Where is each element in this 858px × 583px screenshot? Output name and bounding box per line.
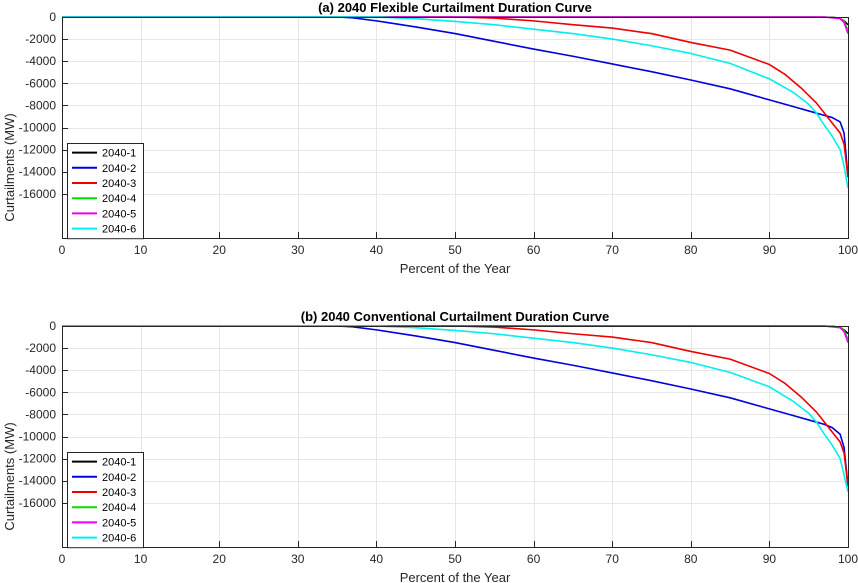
x-tick-label: 30 <box>291 552 305 566</box>
x-tick-label: 10 <box>134 243 148 257</box>
y-tick-label: -10000 <box>19 121 57 135</box>
y-tick-label: -6000 <box>25 76 56 90</box>
series-line-2040-3 <box>62 325 849 487</box>
x-tick-label: 40 <box>370 243 384 257</box>
x-tick-label: 60 <box>527 243 541 257</box>
x-tick-label: 60 <box>527 552 541 566</box>
legend-label: 2040-1 <box>102 457 136 469</box>
y-tick-label: -12000 <box>19 143 57 157</box>
x-tick-label: 20 <box>213 552 227 566</box>
legend-label: 2040-4 <box>102 193 136 205</box>
x-tick-label: 100 <box>838 243 858 257</box>
x-tick-label: 0 <box>59 243 66 257</box>
y-tick-label: -14000 <box>19 474 57 488</box>
series-line-2040-2 <box>62 16 849 178</box>
series-line-2040-6 <box>62 16 849 189</box>
legend-label: 2040-1 <box>102 148 136 160</box>
x-tick-label: 90 <box>763 243 777 257</box>
x-tick-label: 70 <box>606 243 620 257</box>
y-tick-label: -2000 <box>25 341 56 355</box>
x-tick-label: 0 <box>59 552 66 566</box>
legend-box <box>67 452 144 549</box>
y-tick-label: -4000 <box>25 54 56 68</box>
legend-label: 2040-5 <box>102 208 136 220</box>
x-tick-label: 50 <box>448 552 462 566</box>
y-tick-label: -6000 <box>25 385 56 399</box>
legend-label: 2040-2 <box>102 163 136 175</box>
legend-label: 2040-3 <box>102 178 136 190</box>
x-tick-label: 50 <box>448 243 462 257</box>
y-tick-label: -2000 <box>25 32 56 46</box>
legend-label: 2040-4 <box>102 502 136 514</box>
y-tick-label: -16000 <box>19 187 57 201</box>
y-axis-label: Curtailments (MW) <box>2 422 17 530</box>
chart-title: (b) 2040 Conventional Curtailment Durati… <box>301 309 609 324</box>
y-tick-label: -16000 <box>19 496 57 510</box>
y-tick-label: 0 <box>49 10 56 24</box>
chart-panel-a: 0 10 20 30 40 50 60 70 80 90 100 0 -2000 -4000 -6000 -8… <box>2 0 858 276</box>
x-tick-label: 70 <box>606 552 620 566</box>
y-tick-label: -12000 <box>19 452 57 466</box>
x-tick-label: 10 <box>134 552 148 566</box>
legend-label: 2040-6 <box>102 224 136 236</box>
legend-label: 2040-2 <box>102 472 136 484</box>
series-line-2040-6 <box>62 325 849 492</box>
legend-box <box>67 143 144 240</box>
x-axis-label: Percent of the Year <box>400 261 511 276</box>
legend: 2040-1 2040-2 2040-3 2040-4 2040-5 2040-6 <box>67 452 144 549</box>
y-tick-label: -8000 <box>25 98 56 112</box>
x-axis-label: Percent of the Year <box>400 570 511 583</box>
legend-label: 2040-6 <box>102 533 136 545</box>
y-tick-label: -8000 <box>25 407 56 421</box>
y-tick-label: -14000 <box>19 165 57 179</box>
y-tick-label: -4000 <box>25 363 56 377</box>
x-tick-label: 20 <box>213 243 227 257</box>
legend-label: 2040-5 <box>102 517 136 529</box>
x-tick-label: 80 <box>684 243 698 257</box>
x-tick-label: 100 <box>838 552 858 566</box>
x-tick-label: 90 <box>763 552 777 566</box>
x-tick-label: 80 <box>684 552 698 566</box>
series-line-2040-2 <box>62 325 849 487</box>
y-tick-label: -10000 <box>19 430 57 444</box>
y-tick-label: 0 <box>49 319 56 333</box>
series-line-2040-3 <box>62 16 849 178</box>
legend: 2040-1 2040-2 2040-3 2040-4 2040-5 2040-6 <box>67 143 144 240</box>
x-tick-label: 40 <box>370 552 384 566</box>
x-tick-label: 30 <box>291 243 305 257</box>
y-axis-label: Curtailments (MW) <box>2 113 17 221</box>
legend-label: 2040-3 <box>102 487 136 499</box>
chart-panel-b: 0 10 20 30 40 50 60 70 80 90 100 0 -2000 -4000 -6000 -8… <box>2 309 858 583</box>
chart-title: (a) 2040 Flexible Curtailment Duration C… <box>318 0 592 15</box>
